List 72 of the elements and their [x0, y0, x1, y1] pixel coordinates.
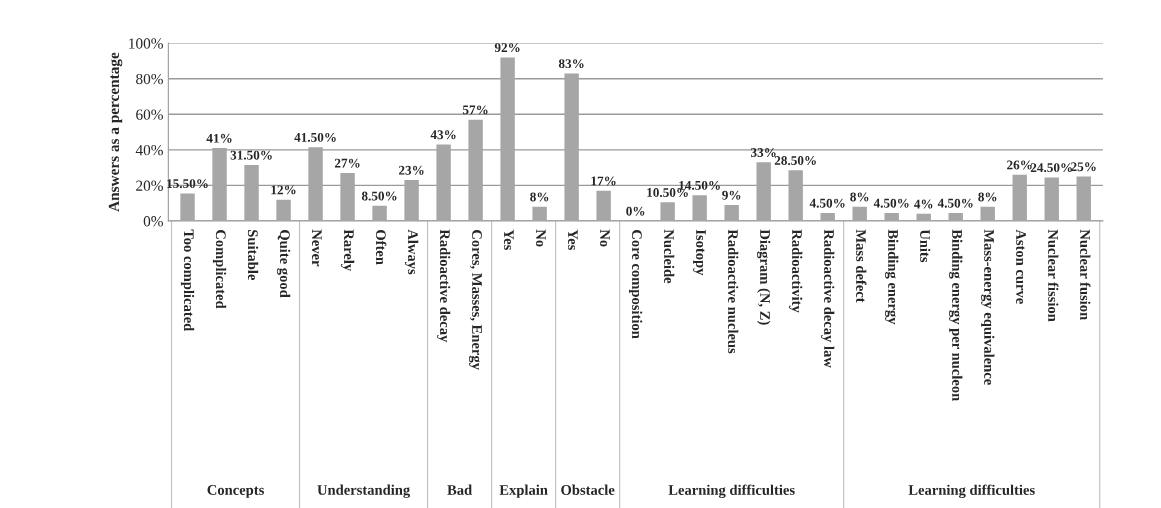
data-label: 8.50% — [361, 191, 397, 201]
data-label: 41% — [206, 133, 232, 143]
x-tick-label: Cores, Masses, Energy — [469, 230, 482, 370]
x-tick-label: Binding energy per nucleon — [949, 229, 963, 402]
data-label: 4.50% — [809, 198, 845, 208]
y-tick-label: 20% — [136, 180, 163, 191]
x-tick-label: Rarely — [340, 229, 355, 272]
data-label: 83% — [558, 59, 584, 69]
y-tick-label: 100% — [129, 38, 163, 49]
x-tick-label: Yes — [567, 229, 578, 251]
data-label: 24.50% — [1030, 163, 1072, 173]
data-label: 8% — [850, 192, 869, 202]
x-tick-label: Binding energy — [885, 229, 899, 325]
data-label: 0% — [626, 206, 645, 216]
x-tick-label: Diagram (N, Z) — [757, 229, 771, 325]
x-tick-label: No — [599, 229, 610, 247]
x-tick-label: Isotopy — [693, 229, 706, 276]
x-tick-label: Too complicated — [180, 229, 195, 332]
data-label: 28.50% — [774, 156, 816, 166]
text: Learning difficulties — [668, 484, 795, 498]
text: Concepts — [207, 485, 264, 498]
x-tick-label: Complicated — [212, 230, 227, 309]
data-label: 41.50% — [294, 132, 336, 142]
x-tick-label: Mass-energy equivalence — [981, 229, 995, 385]
x-tick-label: Core composition — [629, 230, 643, 339]
y-axis-title: Answers as a percentage — [108, 52, 123, 212]
x-tick-label: Units — [920, 229, 931, 263]
data-label: 25% — [1071, 162, 1096, 172]
x-tick-label: Radioactive decay law — [821, 229, 835, 368]
data-label: 12% — [271, 185, 296, 195]
x-tick-label: Quite good — [276, 230, 291, 298]
data-label: 8% — [978, 192, 997, 202]
x-tick-label: Never — [311, 229, 322, 267]
y-tick-label: 60% — [136, 109, 163, 120]
data-label: 10.50% — [647, 188, 688, 198]
data-label: 14.50% — [679, 180, 720, 190]
x-tick-label: No — [535, 229, 546, 247]
x-tick-label: Radioactive nucleus — [727, 229, 739, 354]
text: Understanding — [317, 484, 411, 498]
y-tick-label: 0% — [143, 216, 163, 227]
text: Explain — [499, 484, 548, 498]
x-tick-label: Yes — [503, 229, 514, 251]
x-tick-label: Nuclear fission — [1048, 229, 1059, 322]
data-label: 31.50% — [230, 150, 272, 160]
x-tick-label: Radioactive decay — [436, 229, 451, 343]
x-tick-label: Often — [375, 230, 387, 265]
x-tick-label: Radioactivity — [789, 229, 803, 313]
data-label: 43% — [430, 130, 456, 140]
text: Learning difficulties — [908, 484, 1035, 498]
data-label: 9% — [722, 190, 741, 200]
data-label: 23% — [398, 165, 424, 175]
x-tick-label: Nuclear fusion — [1080, 229, 1091, 320]
data-label: 26% — [1007, 160, 1032, 170]
x-tick-label: Nucleide — [663, 229, 675, 284]
data-label: 4% — [914, 199, 933, 209]
data-label: 57% — [462, 105, 488, 115]
x-tick-label: Suitable — [247, 230, 259, 280]
data-label: 4.50% — [937, 198, 973, 208]
x-tick-label: Mass defect — [856, 229, 867, 303]
x-tick-label: Aston curve — [1016, 229, 1026, 304]
y-tick-label: 80% — [136, 73, 163, 85]
data-label: 27% — [334, 158, 360, 168]
text: Bad — [447, 484, 473, 495]
y-tick-label: 40% — [135, 145, 163, 156]
data-label: 8% — [530, 192, 549, 202]
data-label: 92% — [494, 43, 520, 53]
x-tick-label: Always — [404, 229, 419, 275]
data-label: 33% — [750, 148, 776, 157]
data-label: 17% — [591, 176, 616, 186]
data-label: 15.50% — [167, 179, 208, 189]
text: Obstacle — [561, 484, 615, 495]
data-label: 4.50% — [873, 198, 909, 208]
